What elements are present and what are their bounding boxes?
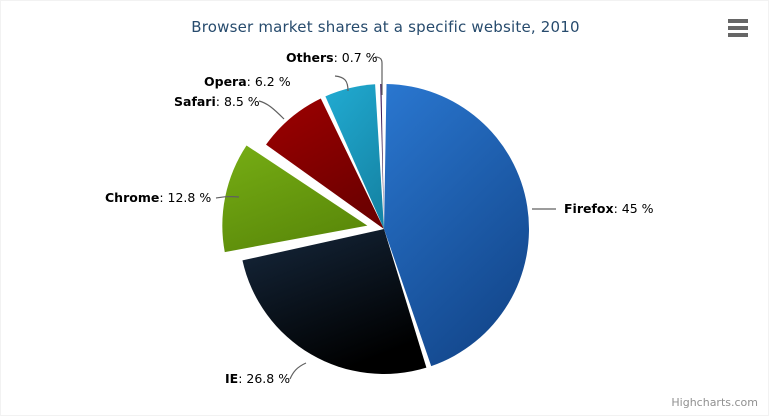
connector-safari <box>258 100 285 120</box>
data-label-ie-value: : 26.8 % <box>238 371 291 386</box>
data-label-opera-name: Opera <box>204 74 247 89</box>
connector-chrome <box>215 195 240 199</box>
data-label-firefox-value: : 45 % <box>613 201 654 216</box>
data-label-ie-name: IE <box>225 371 239 386</box>
pie-slice-layer <box>222 84 530 374</box>
data-label-firefox-name: Firefox <box>564 201 614 216</box>
pie-slice-firefox[interactable] <box>384 84 530 367</box>
data-label-others: Others: 0.7 % <box>286 50 378 65</box>
label-connector-layer <box>215 56 556 380</box>
data-label-safari-value: : 8.5 % <box>215 94 260 109</box>
pie-slice-ie[interactable] <box>242 229 427 374</box>
connector-opera <box>334 75 349 92</box>
pie-slice-others[interactable] <box>380 84 384 229</box>
hamburger-icon-bar-3 <box>728 33 748 37</box>
connector-ie <box>289 362 307 380</box>
pie-slice-chrome[interactable] <box>222 145 368 253</box>
credits-link[interactable]: Highcharts.com <box>671 396 758 409</box>
data-label-opera: Opera: 6.2 % <box>204 74 291 89</box>
hamburger-icon-bar-2 <box>728 26 748 30</box>
data-label-chrome-value: : 12.8 % <box>159 190 212 205</box>
pie-slice-safari[interactable] <box>266 98 384 230</box>
data-label-safari: Safari: 8.5 % <box>174 94 260 109</box>
pie-slice-opera[interactable] <box>325 84 384 229</box>
data-label-firefox: Firefox: 45 % <box>564 201 654 216</box>
data-label-others-value: : 0.7 % <box>333 50 378 65</box>
hamburger-icon-bar-1 <box>728 19 748 23</box>
data-label-others-name: Others <box>286 50 334 65</box>
data-label-chrome-name: Chrome <box>105 190 160 205</box>
data-label-opera-value: : 6.2 % <box>246 74 291 89</box>
chart-title: Browser market shares at a specific webs… <box>191 18 580 36</box>
export-menu-button[interactable] <box>724 17 752 39</box>
data-label-ie: IE: 26.8 % <box>225 371 290 386</box>
data-label-chrome: Chrome: 12.8 % <box>105 190 211 205</box>
connector-others <box>374 56 383 95</box>
data-label-safari-name: Safari <box>174 94 216 109</box>
